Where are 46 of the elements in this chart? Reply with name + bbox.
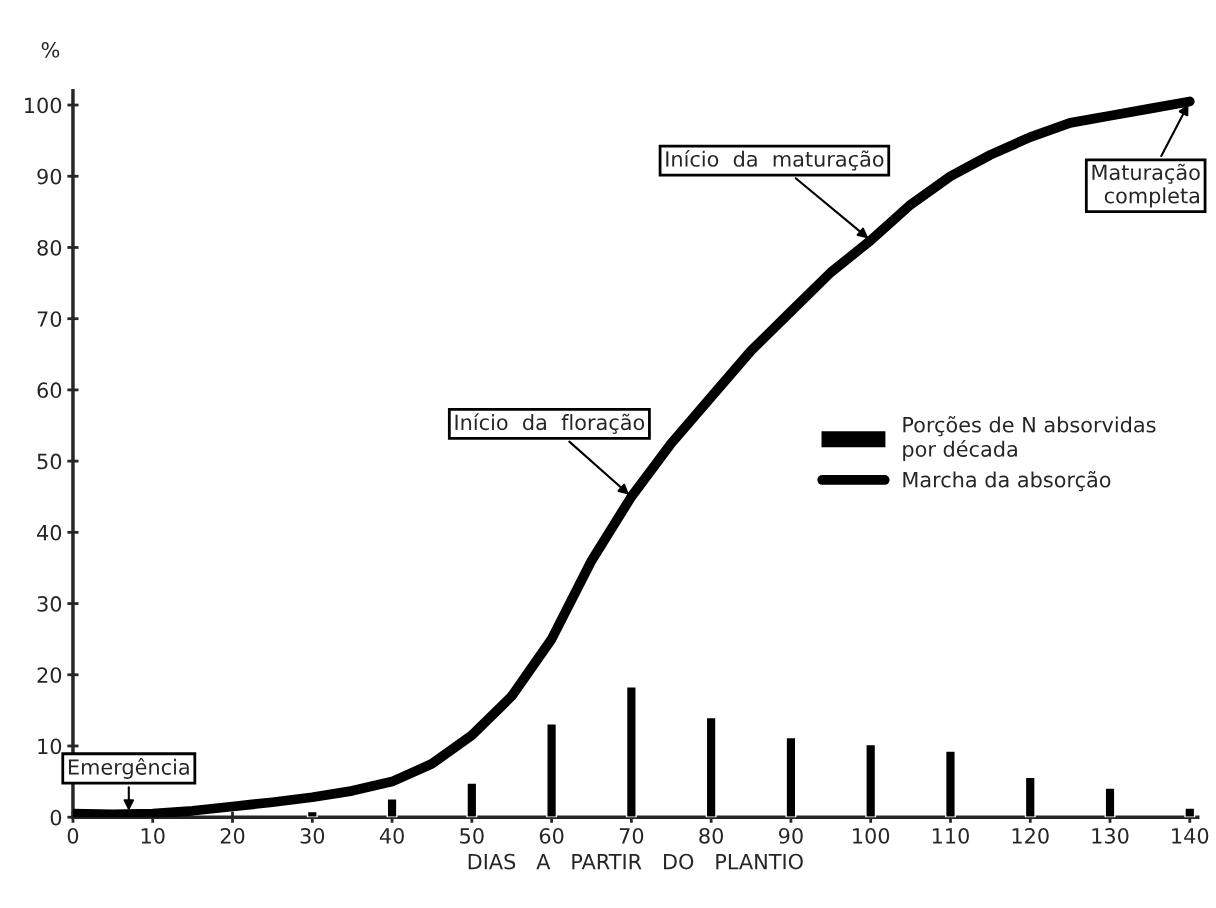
bar <box>1024 776 1036 818</box>
y-tick-label: 80 <box>37 239 62 256</box>
annotation: Emergência <box>68 757 189 779</box>
x-tick-label: 120 <box>1012 827 1049 844</box>
bar <box>705 716 717 818</box>
legend-label: Porções de N absorvidas por década <box>903 416 1156 461</box>
bar <box>546 723 558 818</box>
x-tick-label: 30 <box>300 827 325 844</box>
legend-label: Marcha da absorção <box>903 471 1111 492</box>
bar <box>466 782 478 818</box>
x-tick-label: 130 <box>1092 827 1129 844</box>
x-tick-label: 20 <box>220 827 245 844</box>
y-tick-label: 90 <box>37 168 62 185</box>
annotation: Início da maturação <box>666 149 884 171</box>
y-tick-label: 30 <box>37 596 62 612</box>
bar <box>785 736 797 818</box>
x-tick-label: 40 <box>379 827 404 844</box>
x-axis-title: DIAS A PARTIR DO PLANTIO <box>468 853 803 870</box>
annotation: Início da floração <box>455 413 645 434</box>
bar <box>386 797 398 818</box>
bar <box>306 810 318 818</box>
y-tick-label: 20 <box>37 667 62 683</box>
y-tick-label: 60 <box>37 382 62 399</box>
x-tick-label: 110 <box>932 827 969 844</box>
x-tick-label: 140 <box>1172 827 1209 844</box>
bar <box>1104 787 1116 818</box>
x-tick-label: 50 <box>460 827 484 844</box>
y-axis-title: % <box>41 41 60 58</box>
y-tick-label: 50 <box>37 453 62 470</box>
x-tick-label: 70 <box>619 827 644 844</box>
x-tick-label: 80 <box>699 827 724 844</box>
x-tick-label: 60 <box>539 827 564 844</box>
annotation: Maturação completa <box>1092 163 1200 208</box>
bar <box>865 743 877 818</box>
x-tick-label: 100 <box>853 827 890 844</box>
bar <box>944 750 956 818</box>
bar <box>625 686 637 818</box>
y-tick-label: 100 <box>25 97 62 114</box>
y-tick-label: 10 <box>38 738 62 755</box>
y-tick-label: 0 <box>50 809 62 826</box>
bar <box>1184 807 1196 818</box>
y-tick-label: 40 <box>37 524 62 541</box>
x-tick-label: 90 <box>778 827 803 844</box>
x-tick-label: 0 <box>67 827 79 844</box>
x-tick-label: 10 <box>141 827 165 844</box>
y-tick-label: 70 <box>37 311 62 327</box>
